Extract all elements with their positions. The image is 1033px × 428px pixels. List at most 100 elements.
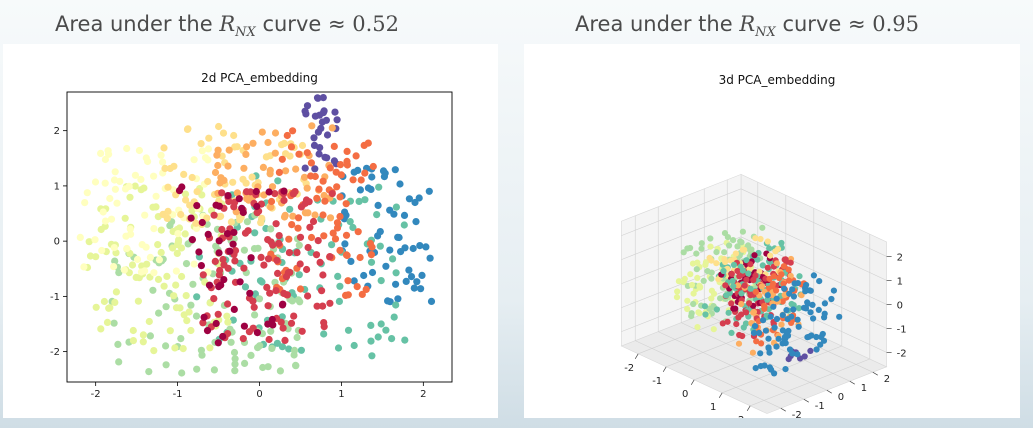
point-2d [101,217,110,225]
point-2d [350,277,358,285]
point-2d [373,211,381,219]
point-2d [310,141,319,149]
point-3d [708,287,715,294]
point-2d [224,318,232,326]
point-2d [314,94,322,102]
point-3d [774,245,782,253]
point-2d [160,144,168,152]
point-2d [286,152,294,160]
point-2d [331,108,339,116]
point-2d [219,255,227,264]
point-2d [256,277,265,285]
point-2d [306,223,314,231]
point-2d [334,344,343,352]
point-2d [175,187,184,195]
y-tick-3d [780,407,786,412]
point-2d [296,233,305,241]
point-2d [145,317,153,326]
point-2d [282,167,290,175]
point-2d [223,312,231,320]
point-2d [126,225,134,233]
point-2d [290,312,298,320]
heading-left-symbol: RNX [219,12,256,41]
point-3d [836,313,843,320]
point-2d [183,317,191,325]
point-3d [723,292,730,299]
point-2d [154,275,163,283]
point-2d [361,196,369,204]
point-3d [724,234,731,241]
point-3d [730,283,737,290]
point-2d [326,299,334,307]
point-2d [174,230,182,238]
point-3d [767,313,774,320]
point-2d [400,221,408,229]
point-2d [154,241,162,249]
point-2d [303,102,312,110]
point-3d [795,323,802,330]
point-3d [720,267,727,275]
point-2d [310,134,318,142]
point-3d [728,329,735,336]
point-2d [164,183,172,191]
point-2d [354,228,362,236]
point-2d [247,254,255,262]
point-2d [280,196,288,204]
point-2d [188,236,196,244]
chart-title-2d: 2d PCA_embedding [201,71,318,85]
point-3d [795,305,803,312]
point-3d [764,264,771,271]
point-2d [331,235,340,243]
point-3d [739,228,746,235]
point-2d [229,316,237,324]
point-3d [702,311,709,318]
point-2d [341,240,349,248]
point-2d [275,168,283,176]
y-tick-label-2d: 1 [54,181,60,192]
point-2d [243,188,251,196]
point-2d [379,167,388,175]
point-3d [739,246,746,253]
point-3d [750,329,758,336]
point-2d [294,296,302,304]
point-2d [407,273,416,281]
point-3d [806,287,813,294]
point-2d [355,197,363,205]
point-2d [269,241,277,249]
point-2d [199,319,207,327]
point-2d [101,155,109,164]
point-2d [350,341,358,350]
point-3d [730,261,738,268]
point-3d [688,281,696,289]
point-3d [675,278,682,285]
point-3d [752,235,759,242]
x-tick-3d [634,353,639,359]
point-2d [212,319,220,328]
point-3d [713,306,720,313]
point-2d [187,301,195,309]
scatter-chart-3d: 3d PCA_embedding -2 -1 0 1 2 2 1 0 -1 -2 2 1 0 -1 -2 [620,73,907,418]
y-tick-label-3d: 2 [884,374,890,385]
point-2d [262,153,270,161]
point-2d [227,218,235,226]
grid-line [621,236,742,284]
point-2d [312,251,321,259]
point-2d [319,302,327,310]
point-3d [730,237,737,244]
point-2d [427,297,436,305]
point-2d [271,129,280,137]
point-2d [204,145,212,153]
point-3d [790,306,797,313]
point-2d [187,214,195,222]
point-2d [139,338,147,346]
heading-right-value: 0.95 [872,12,920,36]
point-2d [146,332,154,340]
point-3d [801,353,808,360]
point-2d [171,344,179,352]
point-2d [211,257,219,265]
point-3d [684,297,691,304]
point-3d [743,309,750,316]
point-3d [746,300,753,307]
point-2d [323,131,332,139]
point-2d [342,291,350,299]
